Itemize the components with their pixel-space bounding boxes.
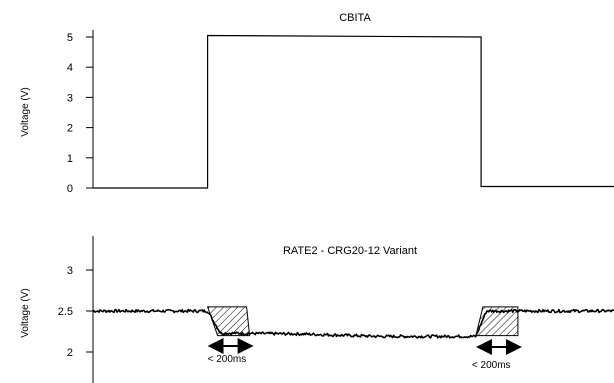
rate2-y-tick-label: 2 xyxy=(67,347,73,359)
cbita-y-tick-label: 1 xyxy=(67,153,73,165)
rate2-trace xyxy=(92,308,614,339)
cbita-trace xyxy=(93,34,614,189)
duration-label-1: < 200ms xyxy=(208,354,247,365)
cbita-ylabel: Voltage (V) xyxy=(20,87,31,136)
rate2-title: RATE2 - CRG20-12 Variant xyxy=(283,245,417,257)
cbita-chart: CBITA Voltage (V) 0 1 2 3 4 5 xyxy=(20,12,614,195)
rate2-y-tick-label: 2.5 xyxy=(58,306,73,318)
cbita-y-tick-label: 0 xyxy=(67,183,73,195)
rate2-y-tick-label: 3 xyxy=(67,265,73,277)
duration-label-2: < 200ms xyxy=(472,360,511,371)
cbita-y-tick-label: 4 xyxy=(67,62,73,74)
rate2-ylabel: Voltage (V) xyxy=(20,288,31,337)
cbita-title: CBITA xyxy=(339,12,371,24)
cbita-y-tick-label: 3 xyxy=(67,92,73,104)
cbita-y-tick-label: 5 xyxy=(67,32,73,44)
rate2-chart: RATE2 - CRG20-12 Variant Voltage (V) 2 2.… xyxy=(20,236,614,383)
cbita-y-tick-label: 2 xyxy=(67,123,73,135)
